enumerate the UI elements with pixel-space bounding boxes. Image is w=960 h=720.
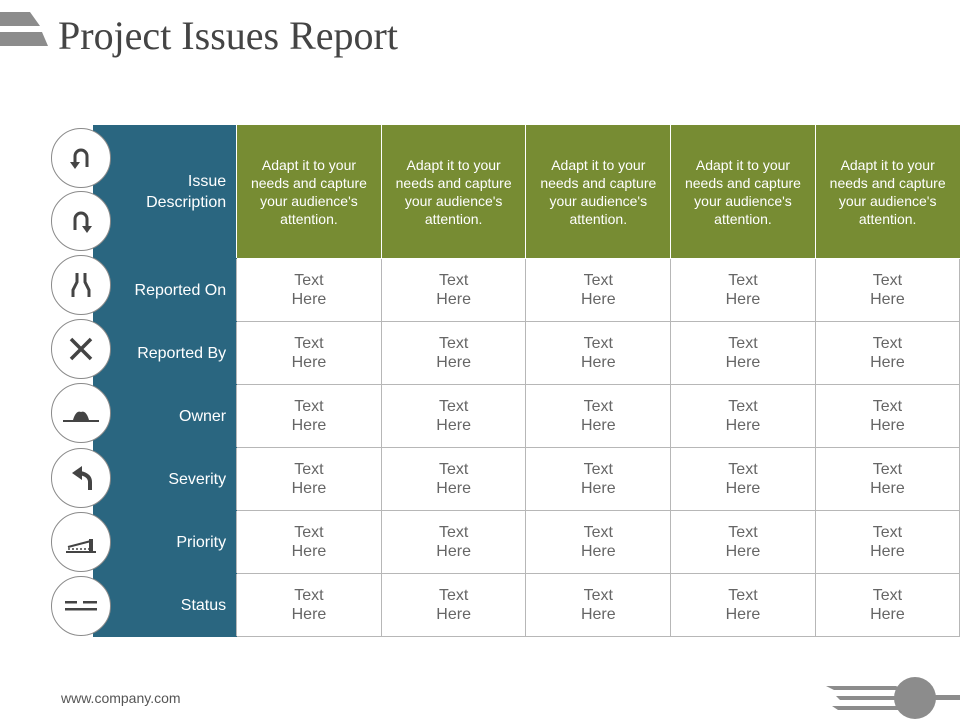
table-cell: Text Here xyxy=(525,258,672,322)
table-cell: Text Here xyxy=(380,258,527,322)
barrier-gate-icon xyxy=(51,512,111,572)
table-cell: Text Here xyxy=(380,573,527,637)
table-row: Priority Text Here Text Here Text Here Text… xyxy=(93,510,960,574)
table-cell: Text Here xyxy=(814,447,960,511)
row-label: Severity xyxy=(93,447,237,511)
table-cell: Text Here xyxy=(525,573,672,637)
table-cell: Text Here xyxy=(525,321,672,385)
table-row: Owner Text Here Text Here Text Here Text Her… xyxy=(93,384,960,448)
table-row: Reported By Text Here Text Here Text Here T… xyxy=(93,321,960,385)
row-label: Status xyxy=(93,573,237,637)
table-cell: Text Here xyxy=(670,321,816,385)
lane-lines-icon xyxy=(51,576,111,636)
road-bump-icon xyxy=(51,383,111,443)
header-cell: Adapt it to your needs and capture your … xyxy=(525,125,671,259)
cross-icon xyxy=(51,319,111,379)
page-title: Project Issues Report xyxy=(58,13,398,58)
table-cell: Text Here xyxy=(814,510,960,574)
table-cell: Text Here xyxy=(525,447,672,511)
table-cell: Text Here xyxy=(236,510,382,574)
table-cell: Text Here xyxy=(814,321,960,385)
header-cell: Adapt it to your needs and capture your … xyxy=(670,125,816,259)
u-turn-down-icon xyxy=(51,191,111,251)
row-label: Owner xyxy=(93,384,237,448)
title-decoration-icon xyxy=(0,12,48,46)
turn-left-arrow-icon xyxy=(51,448,111,508)
header-cell: Adapt it to your needs and capture your … xyxy=(236,125,382,259)
row-label: Reported By xyxy=(93,321,237,385)
header-row: Issue Description Adapt it to your needs… xyxy=(93,125,960,259)
issues-table: Issue Description Adapt it to your needs… xyxy=(93,125,960,637)
header-cell: Adapt it to your needs and capture your … xyxy=(380,125,526,259)
table-cell: Text Here xyxy=(670,510,816,574)
table-cell: Text Here xyxy=(236,447,382,511)
row-label: Issue Description xyxy=(93,125,237,259)
table-cell: Text Here xyxy=(670,258,816,322)
table-row: Severity Text Here Text Here Text Here Text… xyxy=(93,447,960,511)
table-cell: Text Here xyxy=(814,573,960,637)
table-cell: Text Here xyxy=(525,510,672,574)
table-cell: Text Here xyxy=(236,573,382,637)
footer-decoration-icon xyxy=(826,677,960,719)
table-cell: Text Here xyxy=(380,447,527,511)
table-cell: Text Here xyxy=(670,384,816,448)
table-cell: Text Here xyxy=(236,321,382,385)
table-cell: Text Here xyxy=(236,384,382,448)
merge-lanes-icon xyxy=(51,255,111,315)
header-cell: Adapt it to your needs and capture your … xyxy=(814,125,960,259)
u-turn-up-icon xyxy=(51,128,111,188)
table-cell: Text Here xyxy=(814,384,960,448)
table-row: Reported On Text Here Text Here Text Here T… xyxy=(93,258,960,322)
row-label: Reported On xyxy=(93,258,237,322)
table-row: Status Text Here Text Here Text Here Text He… xyxy=(93,573,960,637)
table-cell: Text Here xyxy=(380,510,527,574)
table-cell: Text Here xyxy=(380,321,527,385)
footer-url: www.company.com xyxy=(61,690,181,706)
row-label: Priority xyxy=(93,510,237,574)
table-cell: Text Here xyxy=(525,384,672,448)
table-cell: Text Here xyxy=(814,258,960,322)
table-cell: Text Here xyxy=(236,258,382,322)
table-cell: Text Here xyxy=(670,573,816,637)
table-cell: Text Here xyxy=(670,447,816,511)
table-cell: Text Here xyxy=(380,384,527,448)
